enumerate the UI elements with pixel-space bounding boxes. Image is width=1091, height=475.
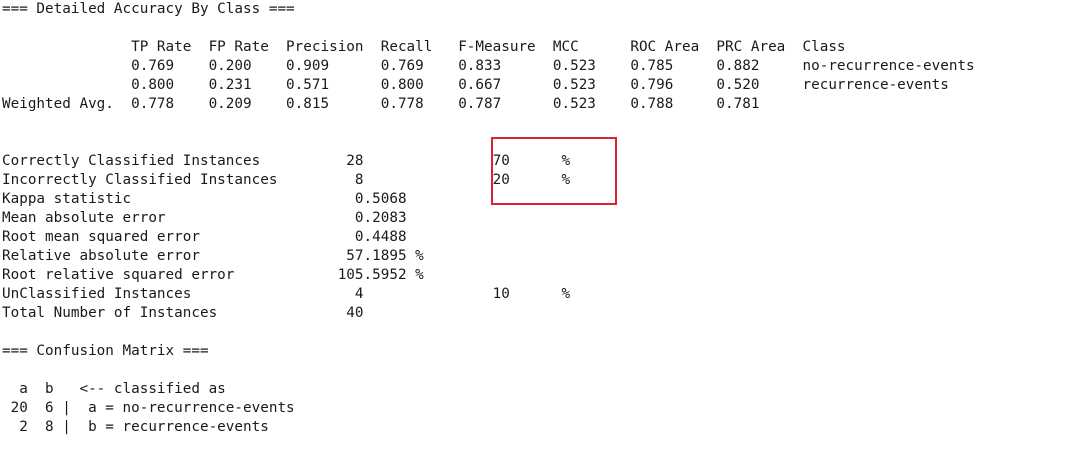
blank-line (2, 114, 1082, 133)
accuracy-header: === Detailed Accuracy By Class === (2, 1, 295, 17)
confusion-row-a: 20 6 | a = no-recurrence-events (2, 400, 295, 416)
accuracy-row-recurrence: 0.800 0.231 0.571 0.800 0.667 0.523 0.79… (2, 77, 949, 93)
blank-line (2, 361, 1082, 380)
summary-relative-absolute-error: Relative absolute error 57.1895 % (2, 248, 424, 264)
summary-incorrectly-classified: Incorrectly Classified Instances 8 20 % (2, 172, 571, 188)
percentage-highlight-box (491, 137, 617, 205)
confusion-legend: a b <-- classified as (2, 381, 226, 397)
accuracy-row-no-recurrence: 0.769 0.200 0.909 0.769 0.833 0.523 0.78… (2, 58, 975, 74)
summary-root-mean-squared-error: Root mean squared error 0.4488 (2, 229, 407, 245)
summary-root-relative-squared-error: Root relative squared error 105.5952 % (2, 267, 424, 283)
summary-unclassified: UnClassified Instances 4 10 % (2, 286, 571, 302)
confusion-row-b: 2 8 | b = recurrence-events (2, 419, 269, 435)
summary-total-instances: Total Number of Instances 40 (2, 305, 364, 321)
summary-kappa: Kappa statistic 0.5068 (2, 191, 407, 207)
summary-correctly-classified: Correctly Classified Instances 28 70 % (2, 153, 571, 169)
accuracy-row-weighted-avg: Weighted Avg. 0.778 0.209 0.815 0.778 0.… (2, 96, 760, 112)
confusion-header: === Confusion Matrix === (2, 343, 209, 359)
blank-line (2, 19, 1082, 38)
summary-mean-absolute-error: Mean absolute error 0.2083 (2, 210, 407, 226)
classifier-output: === Detailed Accuracy By Class === TP Ra… (2, 0, 1082, 437)
blank-line (2, 323, 1082, 342)
accuracy-column-headers: TP Rate FP Rate Precision Recall F-Measu… (2, 39, 846, 55)
